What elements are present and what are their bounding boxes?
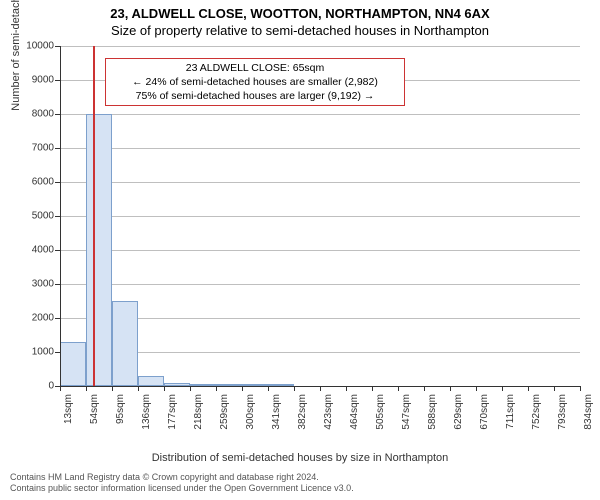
x-tick-label: 136sqm <box>141 394 152 444</box>
grid-line <box>60 250 580 251</box>
x-tick-label: 341sqm <box>271 394 282 444</box>
x-tick-label: 505sqm <box>375 394 386 444</box>
x-tick-label: 629sqm <box>453 394 464 444</box>
y-axis-label: Number of semi-detached properties <box>10 0 22 111</box>
y-tick-label: 0 <box>14 380 54 391</box>
grid-line <box>60 182 580 183</box>
y-tick-label: 10000 <box>14 40 54 51</box>
y-tick-label: 3000 <box>14 278 54 289</box>
x-tick-label: 177sqm <box>167 394 178 444</box>
x-tick-label: 95sqm <box>115 394 126 444</box>
grid-line <box>60 46 580 47</box>
x-tick-label: 588sqm <box>427 394 438 444</box>
annotation-box: 23 ALDWELL CLOSE: 65sqm← 24% of semi-det… <box>105 58 405 107</box>
x-tick-label: 300sqm <box>245 394 256 444</box>
marker-line <box>93 46 95 386</box>
x-tick-label: 670sqm <box>479 394 490 444</box>
x-tick-label: 752sqm <box>531 394 542 444</box>
y-tick-label: 2000 <box>14 312 54 323</box>
x-tick-label: 464sqm <box>349 394 360 444</box>
grid-line <box>60 352 580 353</box>
footer-line-2: Contains public sector information licen… <box>10 483 354 494</box>
x-tick-label: 547sqm <box>401 394 412 444</box>
x-tick-label: 218sqm <box>193 394 204 444</box>
y-tick-label: 8000 <box>14 108 54 119</box>
histogram-bar <box>138 376 164 386</box>
y-tick-label: 5000 <box>14 210 54 221</box>
grid-line <box>60 318 580 319</box>
x-tick-label: 54sqm <box>89 394 100 444</box>
title-line-2: Size of property relative to semi-detach… <box>0 23 600 40</box>
histogram-bar <box>86 114 112 386</box>
histogram-bar <box>112 301 138 386</box>
y-tick-label: 1000 <box>14 346 54 357</box>
y-tick-label: 6000 <box>14 176 54 187</box>
footer-attribution: Contains HM Land Registry data © Crown c… <box>10 472 354 494</box>
annotation-line: 23 ALDWELL CLOSE: 65sqm <box>112 61 398 75</box>
title-line-1: 23, ALDWELL CLOSE, WOOTTON, NORTHAMPTON,… <box>0 0 600 23</box>
histogram-bar <box>60 342 86 386</box>
y-tick-label: 9000 <box>14 74 54 85</box>
x-tick-label: 834sqm <box>583 394 594 444</box>
x-tick-mark <box>580 386 581 391</box>
grid-line <box>60 148 580 149</box>
x-tick-label: 793sqm <box>557 394 568 444</box>
y-tick-label: 7000 <box>14 142 54 153</box>
grid-line <box>60 114 580 115</box>
grid-line <box>60 284 580 285</box>
y-tick-label: 4000 <box>14 244 54 255</box>
x-axis-line <box>60 386 580 387</box>
annotation-line: 75% of semi-detached houses are larger (… <box>112 89 398 103</box>
y-axis-line <box>60 46 61 386</box>
x-tick-label: 259sqm <box>219 394 230 444</box>
plot-area: 0100020003000400050006000700080009000100… <box>60 46 580 386</box>
histogram-plot: 0100020003000400050006000700080009000100… <box>60 46 580 386</box>
x-tick-label: 13sqm <box>63 394 74 444</box>
annotation-line: ← 24% of semi-detached houses are smalle… <box>112 75 398 89</box>
chart-container: 23, ALDWELL CLOSE, WOOTTON, NORTHAMPTON,… <box>0 0 600 386</box>
footer-line-1: Contains HM Land Registry data © Crown c… <box>10 472 354 483</box>
x-axis-label: Distribution of semi-detached houses by … <box>0 452 600 464</box>
x-tick-label: 711sqm <box>505 394 516 444</box>
x-tick-label: 382sqm <box>297 394 308 444</box>
grid-line <box>60 216 580 217</box>
x-tick-label: 423sqm <box>323 394 334 444</box>
